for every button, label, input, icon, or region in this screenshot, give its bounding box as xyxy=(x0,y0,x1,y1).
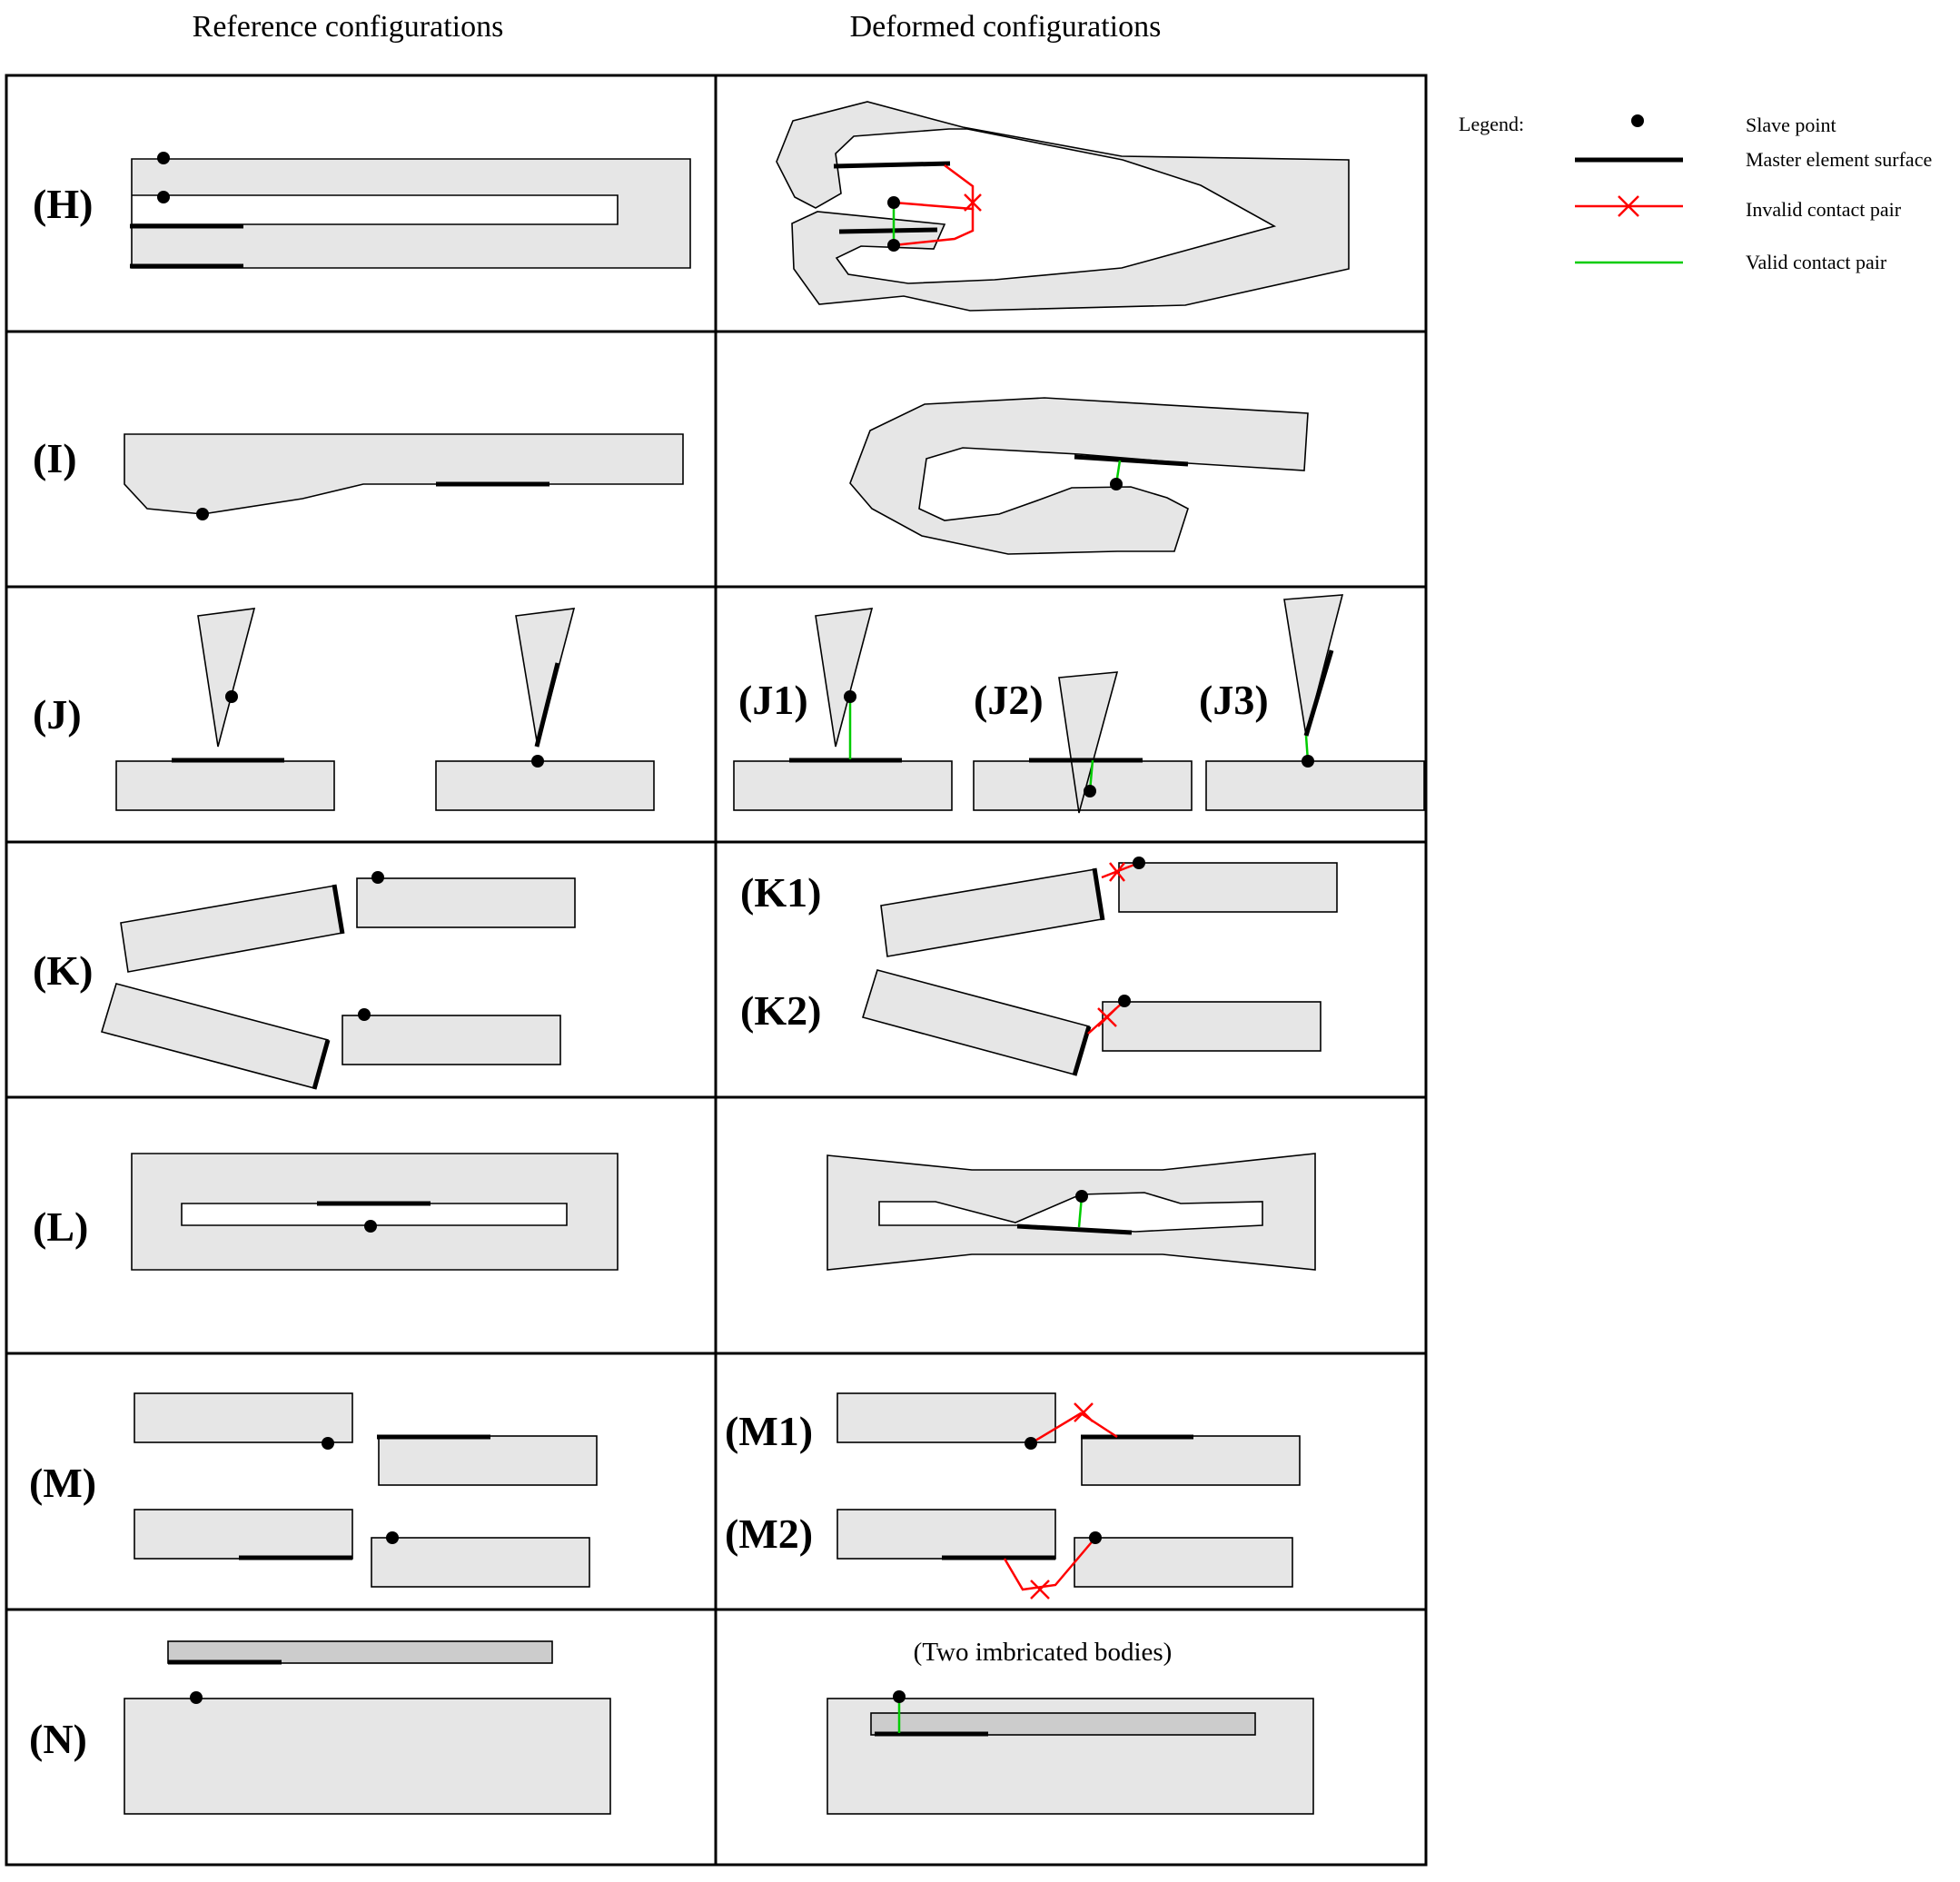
def-h xyxy=(776,101,1350,312)
ref-h xyxy=(130,152,691,269)
row-label-m: (M) xyxy=(29,1460,96,1506)
row-label-l: (L) xyxy=(33,1203,88,1250)
sublabel-j1: (J1) xyxy=(738,677,808,723)
def-n: (Two imbricated bodies) xyxy=(827,1638,1314,1815)
legend-slave-marker xyxy=(1631,114,1644,127)
ref-j xyxy=(115,608,655,811)
header-reference: Reference configurations xyxy=(193,10,504,44)
ref-n xyxy=(124,1640,611,1815)
row-label-h: (H) xyxy=(33,181,93,227)
legend-valid-label: Valid contact pair xyxy=(1746,251,1887,273)
ref-l xyxy=(131,1153,619,1271)
note-imbricated: (Two imbricated bodies) xyxy=(914,1638,1173,1667)
legend-slave-label: Slave point xyxy=(1746,114,1836,136)
sublabel-m1: (M1) xyxy=(725,1408,813,1454)
def-i xyxy=(849,397,1309,555)
legend: Legend: Slave point Master element surfa… xyxy=(1459,113,1932,273)
legend-title: Legend: xyxy=(1459,113,1524,135)
sublabel-j3: (J3) xyxy=(1199,677,1269,723)
ref-k xyxy=(100,871,576,1090)
sublabel-j2: (J2) xyxy=(974,677,1044,723)
def-m: (M1) (M2) xyxy=(725,1392,1301,1600)
def-l xyxy=(827,1153,1316,1271)
sublabel-m2: (M2) xyxy=(725,1511,813,1557)
row-label-j: (J) xyxy=(33,691,82,738)
legend-invalid-marker xyxy=(1575,195,1683,217)
row-label-n: (N) xyxy=(29,1716,87,1762)
def-k: (K1) (K2) xyxy=(740,857,1338,1076)
legend-master-label: Master element surface xyxy=(1746,148,1932,171)
sublabel-k1: (K1) xyxy=(740,869,821,916)
row-label-i: (I) xyxy=(33,435,77,481)
legend-invalid-label: Invalid contact pair xyxy=(1746,198,1902,221)
ref-m xyxy=(134,1392,598,1588)
ref-i xyxy=(124,433,684,520)
row-label-k: (K) xyxy=(33,947,93,994)
def-j: (J1) (J2) (J3) xyxy=(733,594,1425,814)
header-deformed: Deformed configurations xyxy=(850,10,1162,44)
grid-frame xyxy=(5,74,1428,1867)
sublabel-k2: (K2) xyxy=(740,987,821,1034)
